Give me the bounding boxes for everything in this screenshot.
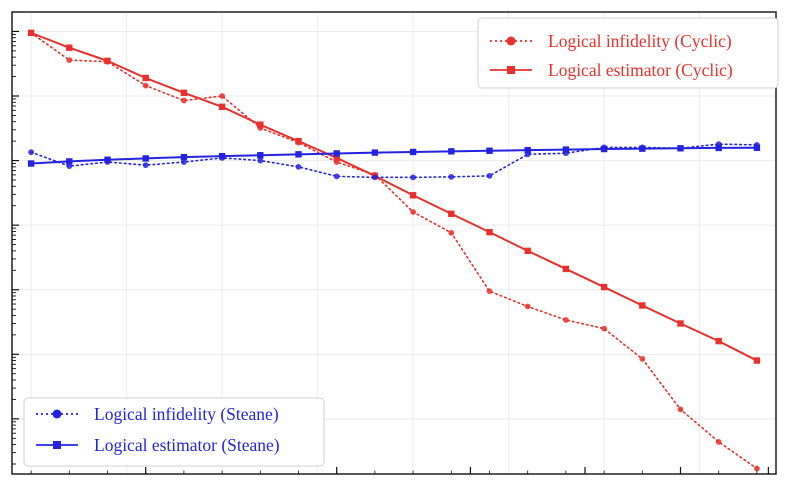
series-point-logical-estimator-cyclic-7 (295, 137, 302, 145)
series-point-logical-estimator-steane-5 (218, 152, 226, 160)
series-point-logical-infidelity-cyclic-16 (639, 355, 646, 362)
series-point-logical-infidelity-steane-7 (295, 163, 302, 170)
series-point-logical-estimator-cyclic-11 (448, 210, 455, 217)
legend-cyclic-frame (477, 17, 779, 89)
series-point-logical-estimator-cyclic-13 (524, 247, 531, 255)
legend-steane-estimator-marker (53, 441, 61, 449)
legend-cyclic: Logical infidelity (Cyclic) Logical esti… (477, 17, 779, 89)
series-point-logical-infidelity-steane-10 (410, 174, 416, 181)
series-point-logical-infidelity-cyclic-18 (715, 438, 722, 445)
series-point-logical-infidelity-steane-3 (142, 162, 149, 169)
series-line-logical-estimator-cyclic (30, 31, 758, 362)
series-point-logical-estimator-steane-4 (180, 153, 188, 161)
series-point-logical-estimator-steane-16 (639, 145, 646, 152)
series-point-logical-infidelity-steane-12 (486, 172, 493, 179)
legend-steane-frame (23, 397, 325, 467)
series-point-logical-estimator-steane-6 (257, 152, 264, 159)
series-point-logical-estimator-steane-3 (142, 155, 149, 162)
series-point-logical-infidelity-cyclic-4 (181, 97, 187, 104)
legend-steane-infidelity-label: Logical infidelity (Steane) (94, 404, 279, 424)
legend-steane: Logical infidelity (Steane) Logical esti… (23, 397, 325, 467)
series-point-logical-estimator-cyclic-14 (562, 265, 570, 273)
series-point-logical-infidelity-cyclic-11 (448, 229, 455, 236)
series-line-logical-estimator-steane (30, 146, 758, 165)
series-point-logical-infidelity-steane-9 (372, 174, 378, 181)
series-point-logical-infidelity-cyclic-19 (754, 465, 760, 472)
series-point-logical-infidelity-steane-6 (257, 157, 264, 164)
series-point-logical-estimator-steane-15 (600, 145, 608, 153)
legend-cyclic-estimator-marker (507, 66, 515, 74)
series-point-logical-infidelity-cyclic-10 (410, 209, 416, 215)
series-point-logical-infidelity-cyclic-14 (563, 317, 569, 323)
axes-layer (11, 11, 777, 475)
series-layer (27, 29, 761, 472)
series-point-logical-estimator-steane-14 (562, 146, 570, 153)
series-point-logical-estimator-steane-18 (715, 144, 722, 152)
series-point-logical-estimator-cyclic-2 (104, 57, 111, 65)
series-point-logical-estimator-cyclic-19 (753, 357, 761, 364)
series-point-logical-estimator-steane-9 (371, 149, 379, 156)
series-point-logical-infidelity-cyclic-12 (486, 288, 493, 295)
series-point-logical-infidelity-steane-0 (28, 149, 34, 156)
series-point-logical-infidelity-cyclic-5 (219, 93, 226, 99)
series-point-logical-estimator-cyclic-3 (142, 74, 149, 82)
series-point-logical-estimator-steane-19 (753, 144, 761, 151)
series-point-logical-infidelity-cyclic-17 (677, 406, 684, 413)
series-point-logical-infidelity-steane-4 (181, 159, 187, 165)
series-point-logical-infidelity-steane-1 (66, 163, 73, 170)
series-point-logical-infidelity-cyclic-15 (601, 325, 607, 332)
series-point-logical-estimator-cyclic-5 (218, 103, 226, 111)
grid-layer (12, 12, 776, 474)
series-point-logical-estimator-steane-11 (448, 148, 455, 155)
series-point-logical-estimator-steane-1 (66, 158, 73, 165)
series-point-logical-infidelity-steane-11 (448, 173, 455, 180)
series-point-logical-infidelity-steane-8 (333, 173, 340, 180)
legend-cyclic-estimator-label: Logical estimator (Cyclic) (548, 60, 733, 80)
series-point-logical-estimator-steane-2 (104, 156, 111, 163)
plot-frame (11, 11, 777, 475)
legend-cyclic-infidelity-label: Logical infidelity (Cyclic) (548, 31, 732, 51)
series-point-logical-estimator-steane-10 (409, 148, 417, 156)
series-point-logical-estimator-cyclic-8 (333, 154, 340, 162)
series-point-logical-estimator-cyclic-6 (257, 121, 264, 128)
series-point-logical-infidelity-cyclic-3 (142, 82, 149, 89)
series-point-logical-estimator-cyclic-16 (639, 302, 646, 309)
series-point-logical-infidelity-cyclic-13 (524, 303, 531, 310)
series-point-logical-infidelity-cyclic-1 (66, 57, 73, 63)
legend-cyclic-infidelity-marker (506, 36, 516, 46)
series-point-logical-estimator-steane-17 (677, 145, 684, 152)
series-point-logical-estimator-cyclic-4 (180, 89, 188, 97)
series-point-logical-estimator-cyclic-12 (486, 228, 493, 236)
legend-steane-estimator-label: Logical estimator (Steane) (94, 435, 280, 455)
series-point-logical-estimator-steane-8 (333, 150, 340, 157)
series-point-logical-estimator-cyclic-18 (715, 337, 722, 345)
series-line-logical-infidelity-cyclic (30, 32, 758, 470)
series-point-logical-estimator-steane-0 (27, 160, 35, 167)
legend-steane-infidelity-marker (52, 409, 62, 419)
series-point-logical-estimator-cyclic-15 (600, 283, 608, 291)
series-point-logical-estimator-cyclic-10 (409, 192, 417, 199)
series-point-logical-estimator-steane-7 (295, 151, 302, 158)
series-line-logical-infidelity-steane (30, 143, 758, 179)
series-point-logical-estimator-cyclic-17 (677, 320, 684, 327)
series-point-logical-estimator-steane-13 (524, 146, 531, 154)
series-point-logical-estimator-steane-12 (486, 147, 493, 154)
series-point-logical-estimator-cyclic-1 (66, 44, 73, 51)
series-point-logical-estimator-cyclic-0 (27, 29, 35, 37)
